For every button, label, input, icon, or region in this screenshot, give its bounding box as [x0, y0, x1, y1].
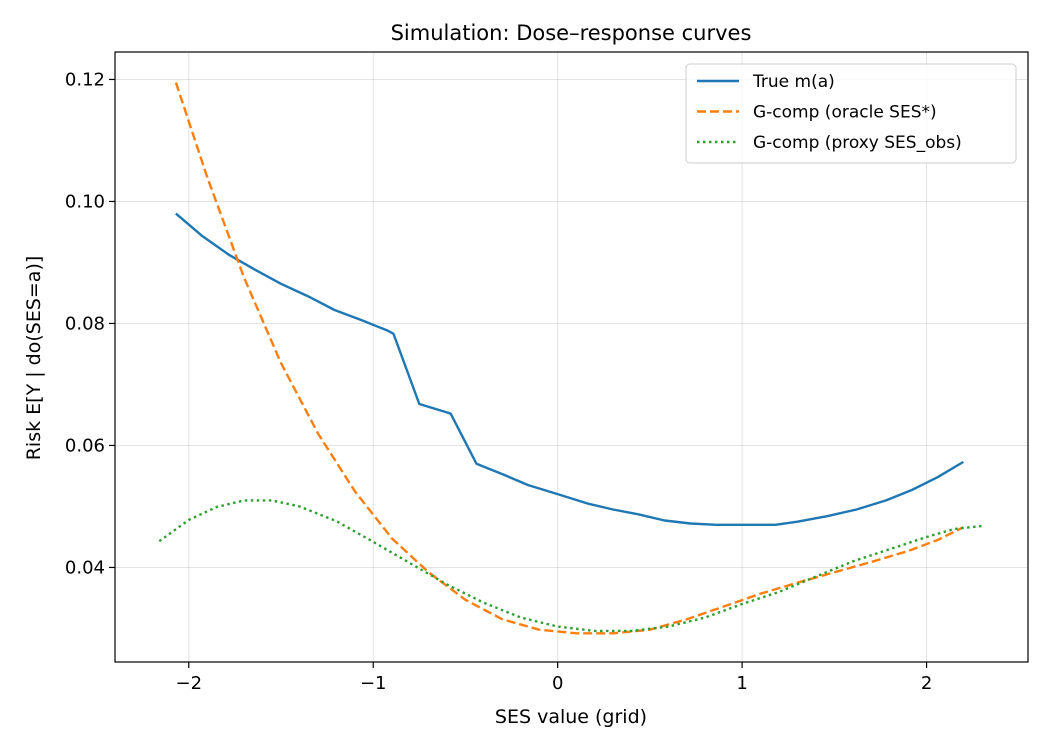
y-tick-label: 0.04	[65, 557, 105, 578]
legend-entries: True m(a) G-comp (oracle SES*) G-comp (pro…	[697, 72, 962, 153]
y-tick-label: 0.12	[65, 69, 105, 90]
legend-label-2: G-comp (oracle SES*)	[753, 103, 937, 123]
legend-label-3: G-comp (proxy SES_obs)	[753, 133, 962, 153]
legend: True m(a) G-comp (oracle SES*) G-comp (pro…	[685, 63, 1017, 164]
y-tick-label: 0.08	[65, 313, 105, 334]
chart-title: Simulation: Dose–response curves	[391, 21, 752, 45]
x-tick-label: −2	[176, 673, 203, 694]
x-tick-label: −1	[360, 673, 387, 694]
x-tick-label: 0	[552, 673, 563, 694]
x-axis-label: SES value (grid)	[495, 706, 647, 728]
y-tick-label: 0.06	[65, 435, 105, 456]
legend-label-1: True m(a)	[752, 72, 835, 92]
x-tick-label: 2	[921, 673, 932, 694]
plot-frame	[114, 51, 1029, 663]
series-line-1	[175, 212, 965, 526]
series-line-2	[174, 82, 964, 635]
x-axis-ticks: −2 −1 0 1 2	[176, 662, 932, 694]
series-lines	[158, 82, 983, 635]
y-axis-ticks: 0.04 0.06 0.08 0.10 0.12	[65, 69, 115, 578]
y-axis-label: Risk E[Y | do(SES=a)]	[23, 256, 45, 461]
legend-box	[685, 63, 1017, 164]
x-tick-label: 1	[736, 673, 747, 694]
y-tick-label: 0.10	[65, 191, 105, 212]
series-line-3	[158, 499, 983, 633]
